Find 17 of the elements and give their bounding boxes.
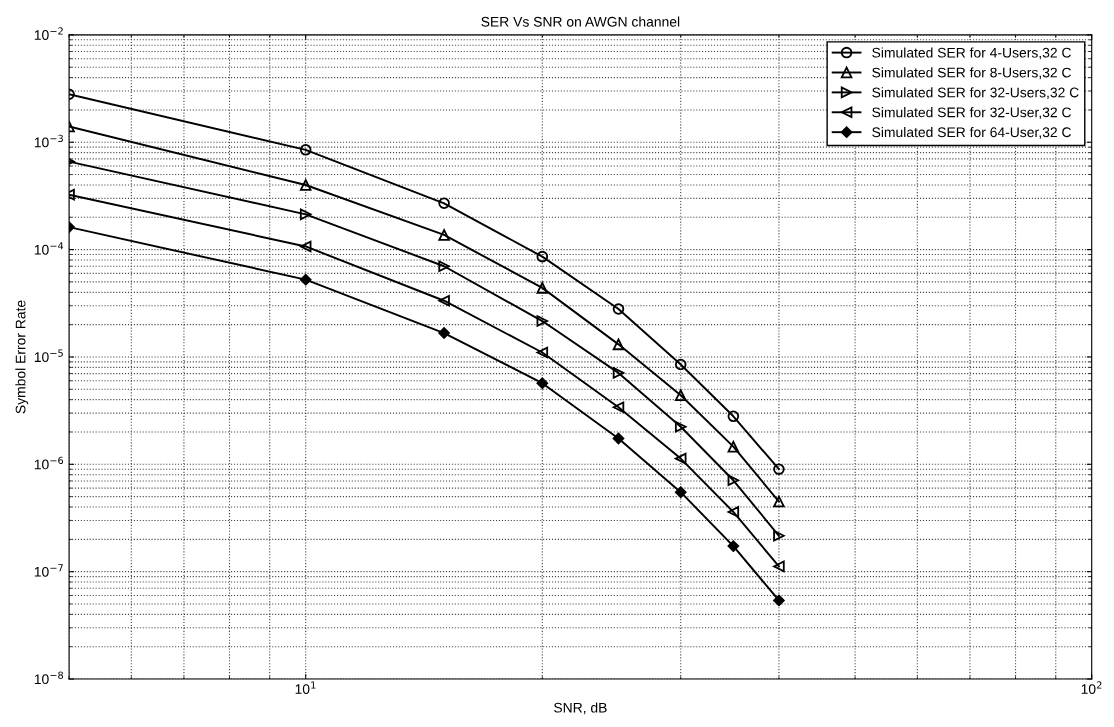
chart-title: SER Vs SNR on AWGN channel [481,16,680,27]
y-tick-label: 10$^{−3}$ [34,134,63,148]
y-tick-label: 10$^{−6}$ [34,456,64,470]
legend-label: Simulated SER for 64-User,32 C [872,126,1071,139]
y-tick-label: 10$^{−2}$ [34,27,63,40]
y-axis-title: Symbol Error Rate [15,300,29,414]
y-tick-label: 10$^{−5}$ [34,349,63,363]
x-axis-title: SNR, dB [554,702,607,715]
legend-label: Simulated SER for 32-User,32 C [872,107,1071,119]
y-tick-label: 10$^{−7}$ [34,564,63,577]
legend-label: Simulated SER for 4-Users,32 C [872,47,1071,60]
x-tick-label: 10$^{1}$ [295,681,316,694]
legend-label: Simulated SER for 8-Users,32 C [872,67,1071,80]
x-tick-label: 10$^{2}$ [1081,681,1102,694]
legend-label: Simulated SER for 32-Users,32 C [872,87,1079,100]
y-tick-label: 10$^{−4}$ [34,242,64,255]
y-tick-label: 10$^{−8}$ [34,671,64,685]
